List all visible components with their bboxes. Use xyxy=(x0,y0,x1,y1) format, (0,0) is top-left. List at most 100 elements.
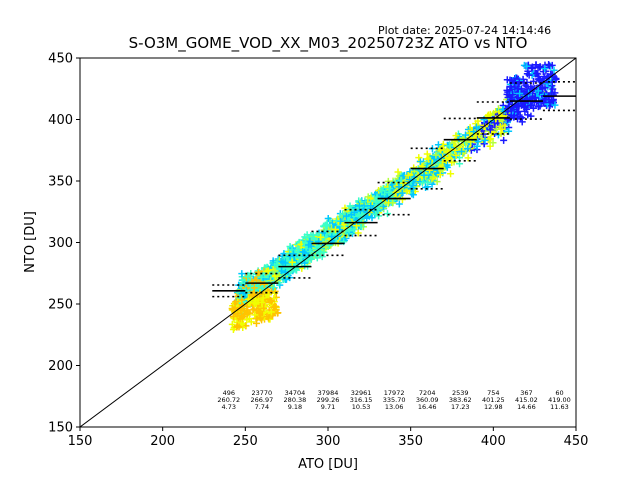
scatter-point xyxy=(281,275,289,283)
scatter-point xyxy=(541,65,549,73)
scatter-point xyxy=(434,141,442,149)
scatter-points xyxy=(228,61,560,333)
bin-count-label: 34704 xyxy=(285,389,306,397)
scatter-point xyxy=(242,274,250,282)
x-axis: 150 200 250 300 350 400 450 xyxy=(68,427,589,449)
scatter-point xyxy=(288,258,296,266)
scatter-point xyxy=(420,171,428,179)
bin-count-label: 2539 xyxy=(452,389,469,397)
bin-count-label: 754 xyxy=(487,389,499,397)
scatter-point xyxy=(238,319,246,327)
scatter-point xyxy=(307,255,315,263)
bin-count-label: 60 xyxy=(555,389,563,397)
scatter-point xyxy=(534,87,542,95)
bin-mean-label: 299.26 xyxy=(317,396,340,404)
scatter-point xyxy=(551,101,559,109)
scatter-point xyxy=(295,246,303,254)
scatter-point xyxy=(320,248,328,256)
scatter-point xyxy=(233,323,241,331)
scatter-point xyxy=(331,226,339,234)
scatter-point xyxy=(458,147,466,155)
scatter-point xyxy=(545,93,553,101)
scatter-point xyxy=(324,214,332,222)
scatter-point xyxy=(289,250,297,258)
scatter-point xyxy=(271,267,279,275)
scatter-point xyxy=(267,308,275,316)
scatter-point xyxy=(529,77,537,85)
scatter-point xyxy=(443,161,451,169)
bin-std-label: 4.73 xyxy=(222,403,236,411)
scatter-point xyxy=(234,309,242,317)
scatter-point xyxy=(550,66,558,74)
scatter-point xyxy=(350,209,358,217)
scatter-point xyxy=(480,140,488,148)
scatter-point xyxy=(452,132,460,140)
bin-std-label: 13.06 xyxy=(385,403,404,411)
scatter-point xyxy=(464,154,472,162)
scatter-point xyxy=(424,178,432,186)
scatter-point xyxy=(267,296,275,304)
scatter-point xyxy=(436,171,444,179)
x-tick-label: 400 xyxy=(481,434,506,449)
scatter-point xyxy=(250,284,258,292)
scatter-point xyxy=(432,151,440,159)
bin-std-label: 7.74 xyxy=(255,403,269,411)
plot-date: Plot date: 2025-07-24 14:14:46 xyxy=(378,24,552,37)
y-tick-label: 450 xyxy=(48,52,73,67)
scatter-point xyxy=(452,151,460,159)
scatter-point xyxy=(264,314,272,322)
scatter-point xyxy=(231,304,239,312)
scatter-point xyxy=(306,248,314,256)
x-tick-label: 450 xyxy=(564,434,589,449)
bin-count-label: 37984 xyxy=(318,389,339,397)
scatter-point xyxy=(274,309,282,317)
scatter-point xyxy=(462,131,470,139)
scatter-point xyxy=(525,71,533,79)
scatter-point xyxy=(373,201,381,209)
scatter-point xyxy=(344,217,352,225)
bin-count-label: 23770 xyxy=(252,389,273,397)
scatter-point xyxy=(375,212,383,220)
bin-std-label: 10.53 xyxy=(352,403,371,411)
y-axis: 150 200 250 300 350 400 450 xyxy=(48,52,80,436)
scatter-point xyxy=(511,83,519,91)
scatter-point xyxy=(264,291,272,299)
scatter-point xyxy=(236,315,244,323)
scatter-point xyxy=(230,312,238,320)
scatter-point xyxy=(306,237,314,245)
scatter-point xyxy=(524,67,532,75)
scatter-point xyxy=(481,136,489,144)
scatter-point xyxy=(447,170,455,178)
y-tick-label: 150 xyxy=(48,421,73,436)
x-tick-label: 150 xyxy=(68,434,93,449)
scatter-point xyxy=(389,199,397,207)
scatter-point xyxy=(259,294,267,302)
y-tick-label: 400 xyxy=(48,113,73,128)
y-tick-label: 350 xyxy=(48,175,73,190)
y-tick-label: 200 xyxy=(48,359,73,374)
scatter-point xyxy=(464,145,472,153)
chart-title: S-O3M_GOME_VOD_XX_M03_20250723Z ATO vs N… xyxy=(128,34,528,52)
scatter-point xyxy=(448,159,456,167)
bin-mean-label: 280.38 xyxy=(284,396,307,404)
scatter-point xyxy=(363,209,371,217)
scatter-point xyxy=(279,258,287,266)
bin-std-label: 17.23 xyxy=(451,403,470,411)
scatter-point xyxy=(515,78,523,86)
scatter-point xyxy=(354,229,362,237)
scatter-point xyxy=(238,270,246,278)
scatter-point xyxy=(507,107,515,115)
scatter-point xyxy=(528,102,536,110)
scatter-point xyxy=(288,246,296,254)
bin-count-label: 17972 xyxy=(384,389,405,397)
scatter-point xyxy=(268,297,276,305)
x-tick-label: 350 xyxy=(398,434,423,449)
scatter-point xyxy=(238,296,246,304)
bin-mean-label: 383.62 xyxy=(449,396,472,404)
scatter-point xyxy=(445,153,453,161)
scatter-point xyxy=(260,304,268,312)
bin-std-label: 9.18 xyxy=(288,403,302,411)
scatter-point xyxy=(416,157,424,165)
scatter-point xyxy=(257,273,265,281)
scatter-point xyxy=(424,155,432,163)
